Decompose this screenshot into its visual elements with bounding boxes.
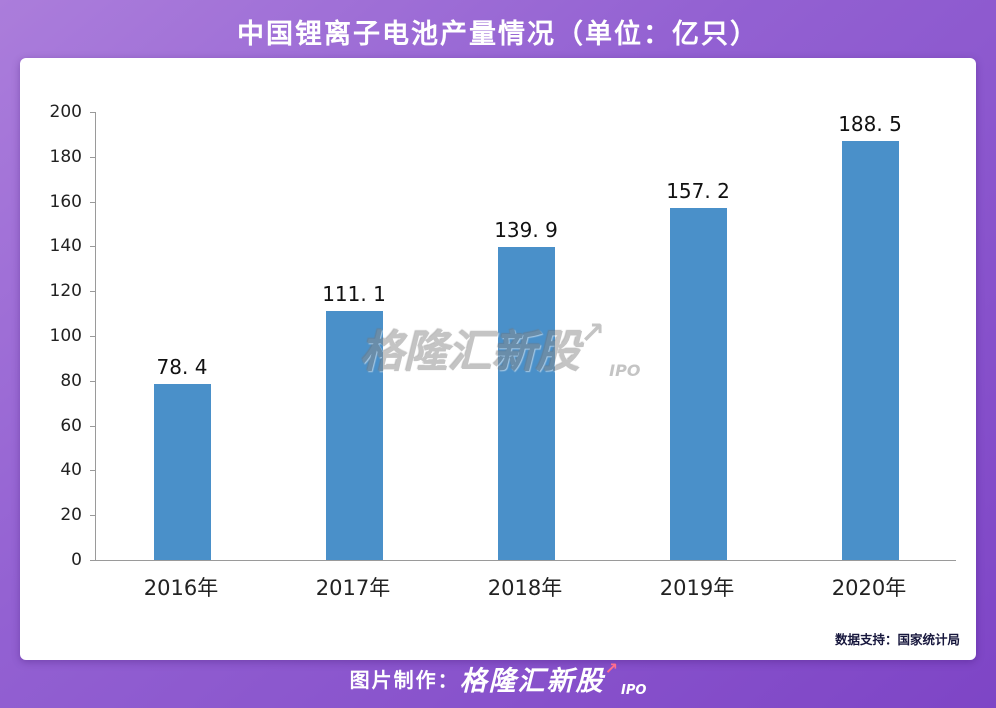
- y-tick-label: 200: [49, 102, 82, 122]
- footer-prefix-text: 图片制作：: [349, 668, 460, 692]
- y-tick-mark: [90, 470, 96, 472]
- y-tick-mark: [90, 560, 96, 561]
- footer-arrow-icon: ↗: [604, 659, 618, 678]
- bar[interactable]: [153, 384, 211, 560]
- y-tick-mark: [90, 380, 96, 382]
- footer-brand-text: 格隆汇新股: [459, 666, 605, 697]
- y-tick-label: 120: [49, 281, 82, 302]
- bar-group: 188. 5: [784, 112, 956, 560]
- y-tick-label: 160: [49, 191, 82, 212]
- y-tick-mark: [90, 201, 96, 203]
- y-tick-mark: [90, 246, 96, 248]
- y-tick-mark: [90, 515, 96, 517]
- bars: 78. 4 111. 1 139. 9 157. 2 188. 5: [96, 112, 956, 560]
- x-tick-label: 2020年: [831, 576, 907, 600]
- bar-value-label: 157. 2: [666, 178, 730, 203]
- chart-card: 0 20 40 60 80 100 120 140 160 180 200 78. 4 111. 1 1…: [20, 58, 976, 660]
- data-source-note: 数据支持：国家统计局: [834, 632, 960, 647]
- y-tick-mark: [90, 336, 96, 337]
- page-title: 中国锂离子电池产量情况（单位：亿只）: [237, 19, 759, 50]
- x-tick-label: 2017年: [315, 576, 391, 600]
- footer-credit: 图片制作：格隆汇新股↗IPO: [0, 659, 996, 698]
- y-tick-label: 140: [49, 236, 82, 257]
- y-tick-label: 0: [71, 550, 82, 570]
- y-tick-mark: [90, 156, 96, 158]
- bar-value-label: 188. 5: [838, 112, 902, 136]
- y-tick-mark: [90, 291, 96, 293]
- bar[interactable]: [497, 246, 555, 560]
- x-tick-label: 2018年: [487, 576, 563, 600]
- bar[interactable]: [325, 311, 383, 560]
- y-tick-label: 20: [60, 505, 82, 526]
- y-tick-mark: [90, 112, 96, 113]
- footer-ipo-text: IPO: [620, 683, 647, 698]
- bar-group: 139. 9: [440, 112, 612, 560]
- y-axis: 0 20 40 60 80 100 120 140 160 180 200: [28, 102, 82, 570]
- y-tick-label: 60: [60, 415, 82, 436]
- y-tick-label: 40: [60, 460, 82, 481]
- y-tick-label: 180: [49, 146, 82, 167]
- bar-group: 111. 1: [268, 112, 440, 560]
- bar-group: 78. 4: [96, 112, 268, 560]
- bar[interactable]: [841, 141, 899, 560]
- x-tick-label: 2016年: [143, 576, 219, 600]
- bar-value-label: 111. 1: [322, 282, 386, 307]
- bar[interactable]: [669, 207, 727, 560]
- bar-value-label: 139. 9: [494, 217, 558, 242]
- y-tick-label: 80: [60, 370, 82, 391]
- x-axis: 2016年 2017年 2018年 2019年 2020年: [95, 572, 955, 602]
- bar-group: 157. 2: [612, 112, 784, 560]
- y-tick-label: 100: [49, 326, 82, 346]
- bar-value-label: 78. 4: [156, 355, 208, 380]
- y-tick-mark: [90, 425, 96, 427]
- plot-area: 78. 4 111. 1 139. 9 157. 2 188. 5: [90, 112, 956, 561]
- x-tick-label: 2019年: [659, 576, 735, 600]
